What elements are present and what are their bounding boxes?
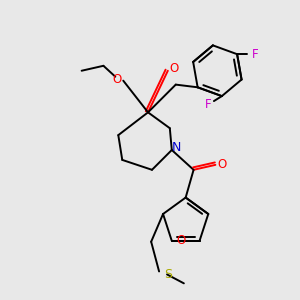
Text: O: O <box>176 234 185 247</box>
Text: S: S <box>164 268 172 281</box>
Text: O: O <box>169 62 178 75</box>
Text: F: F <box>205 98 211 110</box>
Text: N: N <box>172 140 182 154</box>
Text: O: O <box>218 158 227 171</box>
Text: F: F <box>252 48 258 61</box>
Text: O: O <box>113 73 122 86</box>
